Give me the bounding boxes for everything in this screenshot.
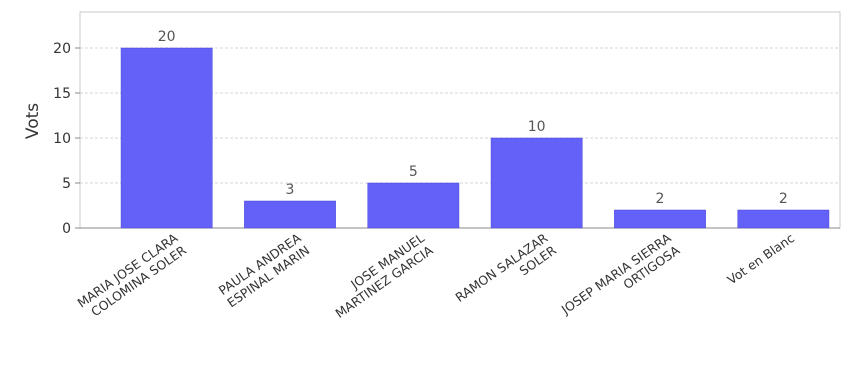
category-label: JOSE MANUELMARTINEZ GARCIA xyxy=(324,230,436,321)
bar-value-label: 10 xyxy=(528,119,546,135)
category-label: JOSEP MARIA SIERRAORTIGOSA xyxy=(558,230,683,330)
bar xyxy=(737,209,830,229)
bar-value-label: 3 xyxy=(286,182,295,198)
bar xyxy=(244,200,336,229)
bar xyxy=(120,47,213,229)
y-tick-label: 5 xyxy=(62,176,71,192)
bar xyxy=(367,182,460,229)
category-label: RAMON SALAZARSOLER xyxy=(452,230,559,317)
y-tick-label: 10 xyxy=(53,131,71,147)
bar-value-label: 20 xyxy=(158,29,176,45)
bar-value-label: 2 xyxy=(656,191,665,207)
category-label: MARIA JOSE CLARACOLOMINA SOLER xyxy=(74,230,189,323)
category-label: PAULA ANDREAESPINAL MARIN xyxy=(216,230,313,310)
bar-value-label: 2 xyxy=(779,191,788,207)
value-labels: 20 3 5 10 2 2 xyxy=(158,29,788,207)
y-tick-label: 0 xyxy=(62,221,71,237)
category-label: Vot en Blanc xyxy=(724,230,797,287)
bars xyxy=(120,47,830,229)
bar xyxy=(490,137,583,229)
y-tick-label: 15 xyxy=(53,86,71,102)
y-axis-label: Vots xyxy=(23,103,43,139)
category-labels: MARIA JOSE CLARACOLOMINA SOLER PAULA ANDR… xyxy=(74,230,797,330)
category-label-line: JOSEP MARIA SIERRA xyxy=(558,230,674,318)
bar xyxy=(614,209,706,229)
bar-value-label: 5 xyxy=(409,164,418,180)
category-label-line: Vot en Blanc xyxy=(724,230,797,287)
y-tick-label: 20 xyxy=(53,41,71,57)
